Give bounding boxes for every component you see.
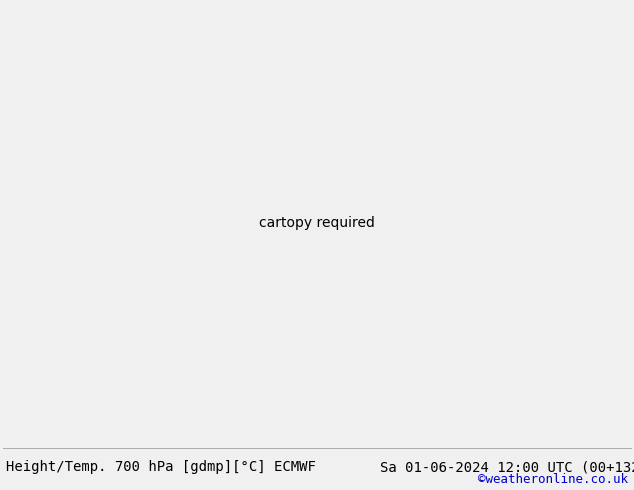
Text: Sa 01-06-2024 12:00 UTC (00+132): Sa 01-06-2024 12:00 UTC (00+132) (380, 460, 634, 474)
Text: ©weatheronline.co.uk: ©weatheronline.co.uk (477, 473, 628, 487)
Text: Height/Temp. 700 hPa [gdmp][°C] ECMWF: Height/Temp. 700 hPa [gdmp][°C] ECMWF (6, 460, 316, 474)
Text: cartopy required: cartopy required (259, 216, 375, 230)
